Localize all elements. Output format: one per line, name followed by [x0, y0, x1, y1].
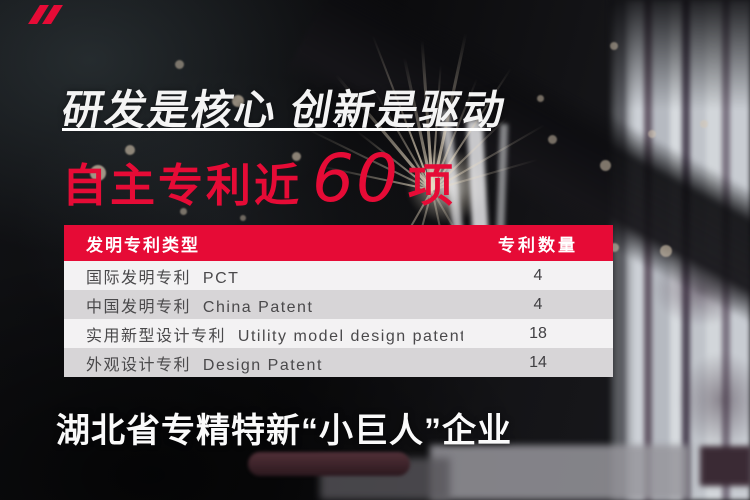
bokeh-dot — [90, 165, 106, 181]
headline-title: 研发是核心 创新是驱动 — [58, 87, 511, 133]
table-row: 中国发明专利 China Patent 4 — [64, 290, 613, 319]
patent-type-cell: 实用新型设计专利 Utility model design patent — [86, 327, 463, 345]
patent-qty-cell: 14 — [529, 353, 547, 371]
table-row: 外观设计专利 Design Patent 14 — [64, 348, 613, 377]
bokeh-dot — [600, 160, 611, 171]
bokeh-dot — [232, 95, 244, 107]
bokeh-dot — [648, 130, 656, 138]
patent-type-cell: 外观设计专利 Design Patent — [86, 356, 323, 374]
bokeh-dot — [240, 215, 246, 221]
column-header-type: 发明专利类型 — [86, 235, 200, 255]
bokeh-dot — [292, 152, 301, 161]
table-row: 实用新型设计专利 Utility model design patent 18 — [64, 319, 613, 348]
footer-title: 湖北省专精特新“小巨人”企业 — [56, 412, 512, 450]
table-row: 国际发明专利 PCT 4 — [64, 261, 613, 290]
bokeh-dot — [180, 208, 187, 215]
headline-underline — [62, 128, 491, 131]
patent-qty-cell: 4 — [533, 295, 543, 313]
patent-type-cell: 中国发明专利 China Patent — [86, 298, 314, 316]
bokeh-dot — [610, 243, 619, 252]
bokeh-dot — [610, 42, 618, 50]
column-header-qty: 专利数量 — [498, 235, 578, 255]
bokeh-dot — [175, 60, 184, 69]
bokeh-dot — [660, 245, 672, 257]
bokeh-dot — [548, 135, 557, 144]
background-roller — [248, 452, 410, 476]
patent-qty-cell: 18 — [529, 324, 547, 342]
bokeh-dot — [700, 120, 708, 128]
patent-count-number: 60 — [312, 140, 400, 217]
patent-count-suffix: 项 — [408, 160, 457, 211]
patent-table: 发明专利类型 专利数量 国际发明专利 PCT 4 中国发明专利 China Pa… — [64, 225, 613, 377]
bokeh-dot — [125, 145, 135, 155]
patent-count-prefix: 自主专利近 — [62, 160, 303, 211]
corner-slashes-decoration — [28, 5, 63, 24]
bokeh-dot — [537, 95, 544, 102]
background-roller-right — [700, 446, 750, 486]
patent-count-line: 自主专利近 60 项 — [62, 146, 456, 214]
background-floor-light — [430, 445, 690, 500]
patent-type-cell: 国际发明专利 PCT — [86, 269, 240, 287]
patent-qty-cell: 4 — [533, 266, 543, 284]
patent-table-header: 发明专利类型 专利数量 — [64, 225, 613, 261]
